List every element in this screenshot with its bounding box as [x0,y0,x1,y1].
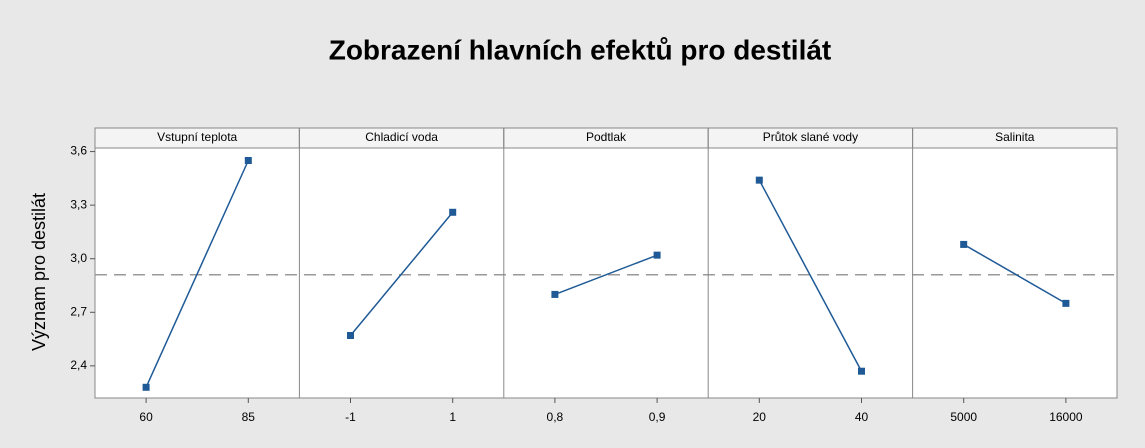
x-tick-label: 40 [855,410,869,424]
effect-line [554,254,658,296]
plot-area [94,127,1118,399]
y-tick-label: 3,3 [70,197,87,211]
panel-title: Vstupní teplota [157,130,237,144]
panel-title: Průtok slané vody [763,130,858,144]
x-tick-label: 20 [753,410,767,424]
y-tick-label: 3,0 [70,251,87,265]
chart-title: Zobrazení hlavních efektů pro destilát [329,34,832,65]
point [551,290,559,298]
x-tick-label: 1 [449,410,456,424]
y-tick-label: 2,4 [70,358,87,372]
x-tick-label: 0,8 [547,410,564,424]
y-tick-label: 2,7 [70,304,87,318]
x-tick-label: 60 [139,410,153,424]
point [755,176,763,184]
point [449,208,457,216]
point [858,367,865,375]
y-axis-label: Význam pro destilát [29,193,49,351]
panel-title: Podtlak [586,130,627,144]
effect-line [349,211,454,336]
effect-line [145,160,249,388]
effect-line [758,179,863,372]
x-tick-label: 0,9 [649,410,666,424]
panel-title: Salinita [995,130,1035,144]
point [960,240,968,248]
point [142,383,150,391]
x-tick-label: -1 [345,410,356,424]
x-tick-label: 85 [242,410,256,424]
panel-title: Chladicí voda [365,130,438,144]
point [1062,299,1070,307]
point [347,332,354,339]
effect-line [963,243,1067,305]
y-tick-label: 3,6 [70,144,87,158]
x-tick-label: 5000 [950,410,977,424]
x-tick-label: 16000 [1049,410,1083,424]
point [653,251,661,259]
point [244,157,252,164]
